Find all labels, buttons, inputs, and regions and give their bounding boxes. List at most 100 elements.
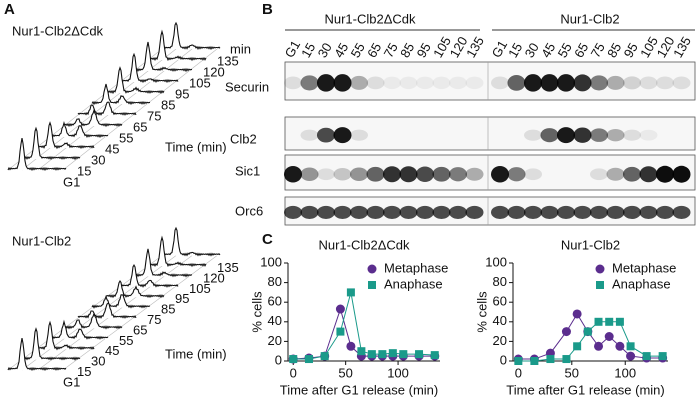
legend-marker bbox=[595, 264, 605, 274]
timepoint-label: 105 bbox=[189, 281, 211, 296]
strain-label: Nur1-Clb2 bbox=[560, 11, 619, 26]
blot-band bbox=[672, 205, 691, 219]
blot-band bbox=[540, 128, 559, 143]
legend-label: Metaphase bbox=[612, 260, 676, 275]
marker bbox=[289, 355, 298, 364]
histogram-trace bbox=[161, 21, 221, 51]
histogram-trace bbox=[161, 226, 221, 257]
y-tick-label: 80 bbox=[493, 274, 507, 289]
plot-title: Nur1-Clb2ΔCdk bbox=[12, 23, 104, 38]
lane-label: 45 bbox=[538, 40, 558, 60]
blot-band bbox=[333, 127, 352, 144]
blot-band bbox=[350, 167, 368, 182]
chart-title: Nur1-Clb2 bbox=[561, 237, 620, 252]
histogram-fill bbox=[22, 128, 80, 159]
blot-band bbox=[507, 75, 526, 91]
lane-label: 135 bbox=[670, 34, 694, 60]
blot-band bbox=[557, 127, 575, 144]
lane-label: 45 bbox=[331, 40, 351, 60]
blot-band bbox=[639, 76, 658, 90]
x-tick-label: 0 bbox=[290, 365, 297, 380]
time-label: min bbox=[230, 41, 251, 56]
blot-band bbox=[606, 205, 625, 219]
lane-label: 15 bbox=[505, 40, 525, 60]
blot-frame bbox=[284, 116, 696, 151]
timepoint-label: 105 bbox=[189, 75, 211, 90]
lane-label: 65 bbox=[364, 40, 384, 60]
histogram-trace bbox=[35, 121, 95, 150]
blot-band bbox=[524, 74, 542, 92]
timepoint-label: 120 bbox=[203, 270, 225, 285]
x-tick-label: 100 bbox=[387, 365, 409, 380]
y-tick-label: 20 bbox=[493, 333, 507, 348]
panel-label: C bbox=[262, 231, 273, 248]
y-axis-label: % cells bbox=[249, 291, 264, 333]
blot-band bbox=[491, 76, 509, 90]
blot-band bbox=[590, 128, 608, 142]
marker bbox=[615, 317, 624, 326]
timepoint-label: 65 bbox=[133, 119, 147, 134]
histogram-fill bbox=[78, 303, 136, 318]
blot-band bbox=[284, 165, 302, 183]
x-tick-label: 50 bbox=[338, 365, 352, 380]
timepoint-label: 85 bbox=[161, 302, 175, 317]
x-axis-label: Time after G1 release (min) bbox=[506, 382, 664, 397]
y-tick-label: 60 bbox=[268, 294, 282, 309]
blot-label: Sic1 bbox=[235, 163, 260, 178]
histogram-trace bbox=[77, 302, 137, 319]
histogram-fill bbox=[162, 228, 220, 256]
axis-label: Time (min) bbox=[165, 346, 227, 361]
blot-band bbox=[300, 167, 319, 182]
y-tick-label: 100 bbox=[260, 254, 282, 269]
histogram-trace bbox=[147, 29, 207, 62]
blot-band bbox=[524, 129, 542, 141]
lane-label: 85 bbox=[397, 40, 417, 60]
marker bbox=[378, 350, 387, 359]
marker bbox=[594, 341, 604, 351]
guide-line bbox=[7, 48, 163, 171]
y-tick-label: 40 bbox=[493, 313, 507, 328]
blot-band bbox=[300, 75, 319, 91]
panel-label: B bbox=[262, 1, 273, 18]
blot-band bbox=[639, 205, 658, 219]
blot-band bbox=[317, 168, 335, 181]
marker bbox=[399, 350, 408, 359]
blot-band bbox=[540, 205, 559, 219]
legend-label: Anaphase bbox=[612, 276, 671, 291]
lane-label: 75 bbox=[381, 40, 401, 60]
histogram-fill bbox=[162, 23, 220, 49]
blot-band bbox=[399, 205, 418, 219]
axis-label: Time (min) bbox=[165, 139, 227, 154]
timepoint-label: G1 bbox=[63, 374, 80, 389]
histogram-fill bbox=[64, 313, 122, 329]
histogram-trace bbox=[63, 108, 123, 128]
blot-band bbox=[416, 205, 434, 219]
plot-title: Nur1-Clb2 bbox=[12, 233, 71, 248]
blot-band bbox=[623, 205, 641, 219]
blot-band bbox=[300, 129, 319, 141]
histogram-trace bbox=[91, 294, 151, 309]
marker bbox=[357, 347, 366, 356]
y-tick-label: 0 bbox=[275, 352, 282, 367]
histogram-fill bbox=[134, 42, 192, 71]
histogram-trace bbox=[49, 319, 109, 340]
x-tick-label: 100 bbox=[614, 365, 636, 380]
blot-band bbox=[465, 167, 484, 181]
blot-band bbox=[432, 166, 451, 182]
marker bbox=[562, 355, 571, 364]
timepoint-label: 45 bbox=[105, 141, 119, 156]
histogram-fill bbox=[22, 328, 80, 360]
timepoint-label: 30 bbox=[91, 354, 105, 369]
y-axis-label: % cells bbox=[474, 291, 489, 333]
blot-band bbox=[383, 205, 401, 219]
chart-title: Nur1-Clb2ΔCdk bbox=[318, 237, 410, 252]
histogram-trace bbox=[147, 235, 207, 268]
timepoint-label: 95 bbox=[175, 291, 189, 306]
blot-band bbox=[573, 205, 592, 219]
histogram-trace bbox=[21, 327, 81, 361]
histogram-trace bbox=[133, 248, 193, 278]
blot-band bbox=[300, 205, 319, 219]
blot-band bbox=[449, 167, 467, 182]
lane-label: 55 bbox=[555, 40, 575, 60]
